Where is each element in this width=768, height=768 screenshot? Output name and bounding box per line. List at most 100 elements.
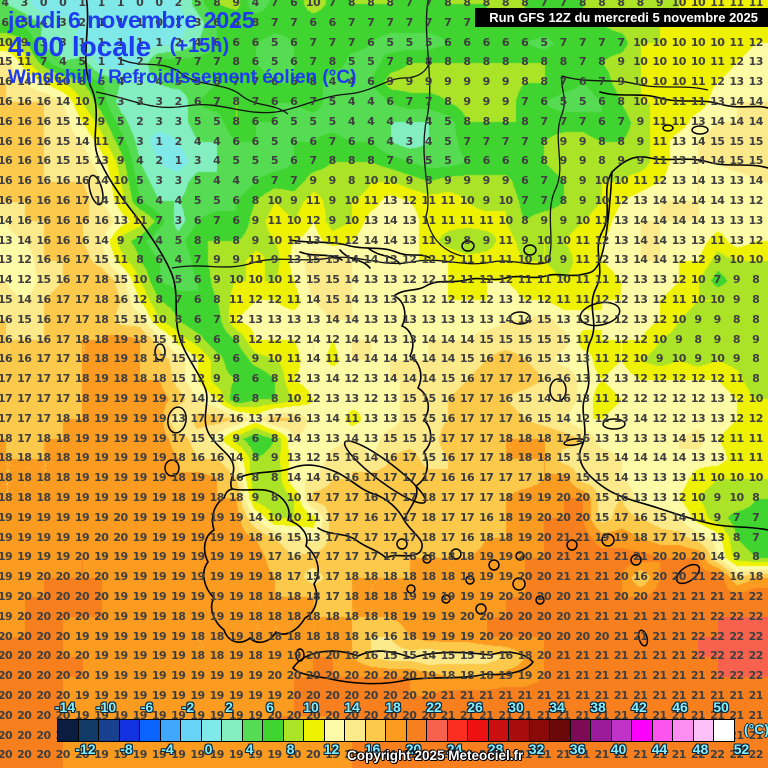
grid-value: 18 — [17, 471, 32, 485]
grid-value: 12 — [633, 372, 648, 386]
grid-value: 16 — [17, 213, 32, 227]
grid-value: 6 — [270, 114, 279, 128]
grid-value: 21 — [613, 629, 629, 643]
grid-value: 18 — [209, 491, 225, 504]
grid-value: 6 — [290, 35, 298, 49]
grid-value: 6 — [290, 75, 298, 89]
grid-value: 21 — [556, 748, 571, 762]
grid-value: 19 — [209, 689, 225, 702]
grid-value: 9 — [694, 352, 702, 366]
grid-value: 1 — [97, 0, 106, 9]
grid-value: 2 — [174, 0, 183, 9]
grid-value: 15 — [421, 411, 436, 425]
grid-value: 3 — [155, 95, 163, 108]
grid-value: 12 — [305, 392, 321, 405]
grid-value: 21 — [594, 669, 610, 683]
grid-value: 20 — [556, 491, 571, 504]
grid-value: 5 — [328, 114, 337, 128]
grid-value: 7 — [309, 95, 317, 108]
grid-value: 15 — [575, 451, 590, 465]
grid-value: 17 — [55, 352, 71, 366]
grid-value: 19 — [228, 550, 244, 564]
grid-value: 22 — [748, 590, 764, 603]
grid-value: 8 — [232, 332, 240, 346]
grid-value: 8 — [482, 0, 491, 9]
grid-value: 13 — [382, 332, 398, 346]
grid-value: 4 — [213, 134, 221, 148]
grid-value: 8 — [347, 0, 356, 9]
grid-value: 13 — [633, 471, 648, 485]
grid-value: 11 — [575, 233, 590, 247]
grid-value: 11 — [748, 0, 764, 9]
grid-value: 8 — [232, 233, 240, 247]
grid-value: 16 — [17, 154, 32, 168]
grid-value: 16 — [17, 174, 32, 188]
grid-value: 20 — [536, 669, 552, 683]
grid-value: 16 — [36, 332, 51, 346]
grid-value: 19 — [94, 669, 109, 683]
grid-value: 14 — [710, 114, 725, 128]
grid-value: 12 — [305, 451, 321, 465]
grid-value: 20 — [305, 669, 321, 683]
grid-value: 14 — [671, 510, 687, 524]
grid-value: 17 — [74, 293, 90, 306]
grid-value: 11 — [440, 213, 456, 227]
grid-value: 7 — [424, 0, 433, 9]
grid-value: 10 — [382, 174, 398, 188]
grid-value: 19 — [228, 669, 244, 683]
grid-value: 10 — [228, 273, 244, 287]
grid-value: 10 — [74, 95, 90, 108]
grid-value: 18 — [228, 491, 244, 504]
grid-value: 11 — [94, 134, 109, 148]
grid-value: 17 — [517, 372, 533, 386]
grid-value: 9 — [713, 332, 722, 346]
grid-value: 8 — [386, 0, 394, 9]
grid-value: 19 — [113, 590, 128, 603]
grid-value: 14 — [633, 233, 648, 247]
grid-value: 19 — [594, 530, 610, 544]
grid-value: 10 — [267, 352, 282, 366]
grid-value: 9 — [578, 194, 587, 207]
grid-value: 6 — [232, 392, 240, 405]
grid-value: 10 — [248, 273, 263, 287]
grid-value: 10 — [613, 174, 629, 188]
grid-value: 9 — [732, 293, 741, 306]
grid-value: 21 — [671, 629, 687, 643]
grid-value: 1 — [116, 35, 125, 49]
grid-value: 9 — [328, 174, 337, 188]
grid-value: 21 — [517, 708, 533, 722]
grid-value: 12 — [652, 293, 667, 306]
grid-value: 17 — [459, 510, 475, 524]
grid-value: 21 — [710, 708, 725, 722]
grid-value: 18 — [402, 570, 417, 584]
grid-value: 19 — [209, 530, 225, 544]
grid-value: 15 — [190, 431, 205, 445]
grid-value: 19 — [228, 689, 244, 702]
grid-value: 1 — [97, 55, 106, 69]
grid-value: 8 — [752, 372, 760, 386]
grid-value: 12 — [652, 372, 667, 386]
grid-value: 14 — [305, 293, 321, 306]
grid-value: 21 — [633, 669, 648, 683]
grid-value: 15 — [94, 253, 109, 267]
grid-value: 13 — [286, 253, 302, 267]
grid-value: 8 — [501, 114, 510, 128]
grid-value: 5 — [270, 154, 279, 168]
grid-value: 10 — [671, 352, 687, 366]
grid-value: 13 — [267, 312, 282, 326]
grid-value: 2 — [174, 35, 183, 49]
grid-value: 5 — [290, 114, 298, 128]
grid-value: 19 — [151, 590, 167, 603]
grid-value: 13 — [613, 431, 629, 445]
grid-value: 12 — [267, 332, 282, 346]
grid-value: 17 — [344, 491, 359, 504]
grid-value: 19 — [113, 669, 128, 683]
grid-value: 20 — [652, 570, 667, 584]
grid-value: 13 — [382, 253, 398, 267]
grid-value: 6 — [290, 95, 298, 108]
grid-value: 13 — [382, 273, 398, 287]
grid-value: 16 — [0, 114, 13, 128]
grid-value: 12 — [710, 431, 725, 445]
grid-value: 8 — [598, 0, 606, 9]
